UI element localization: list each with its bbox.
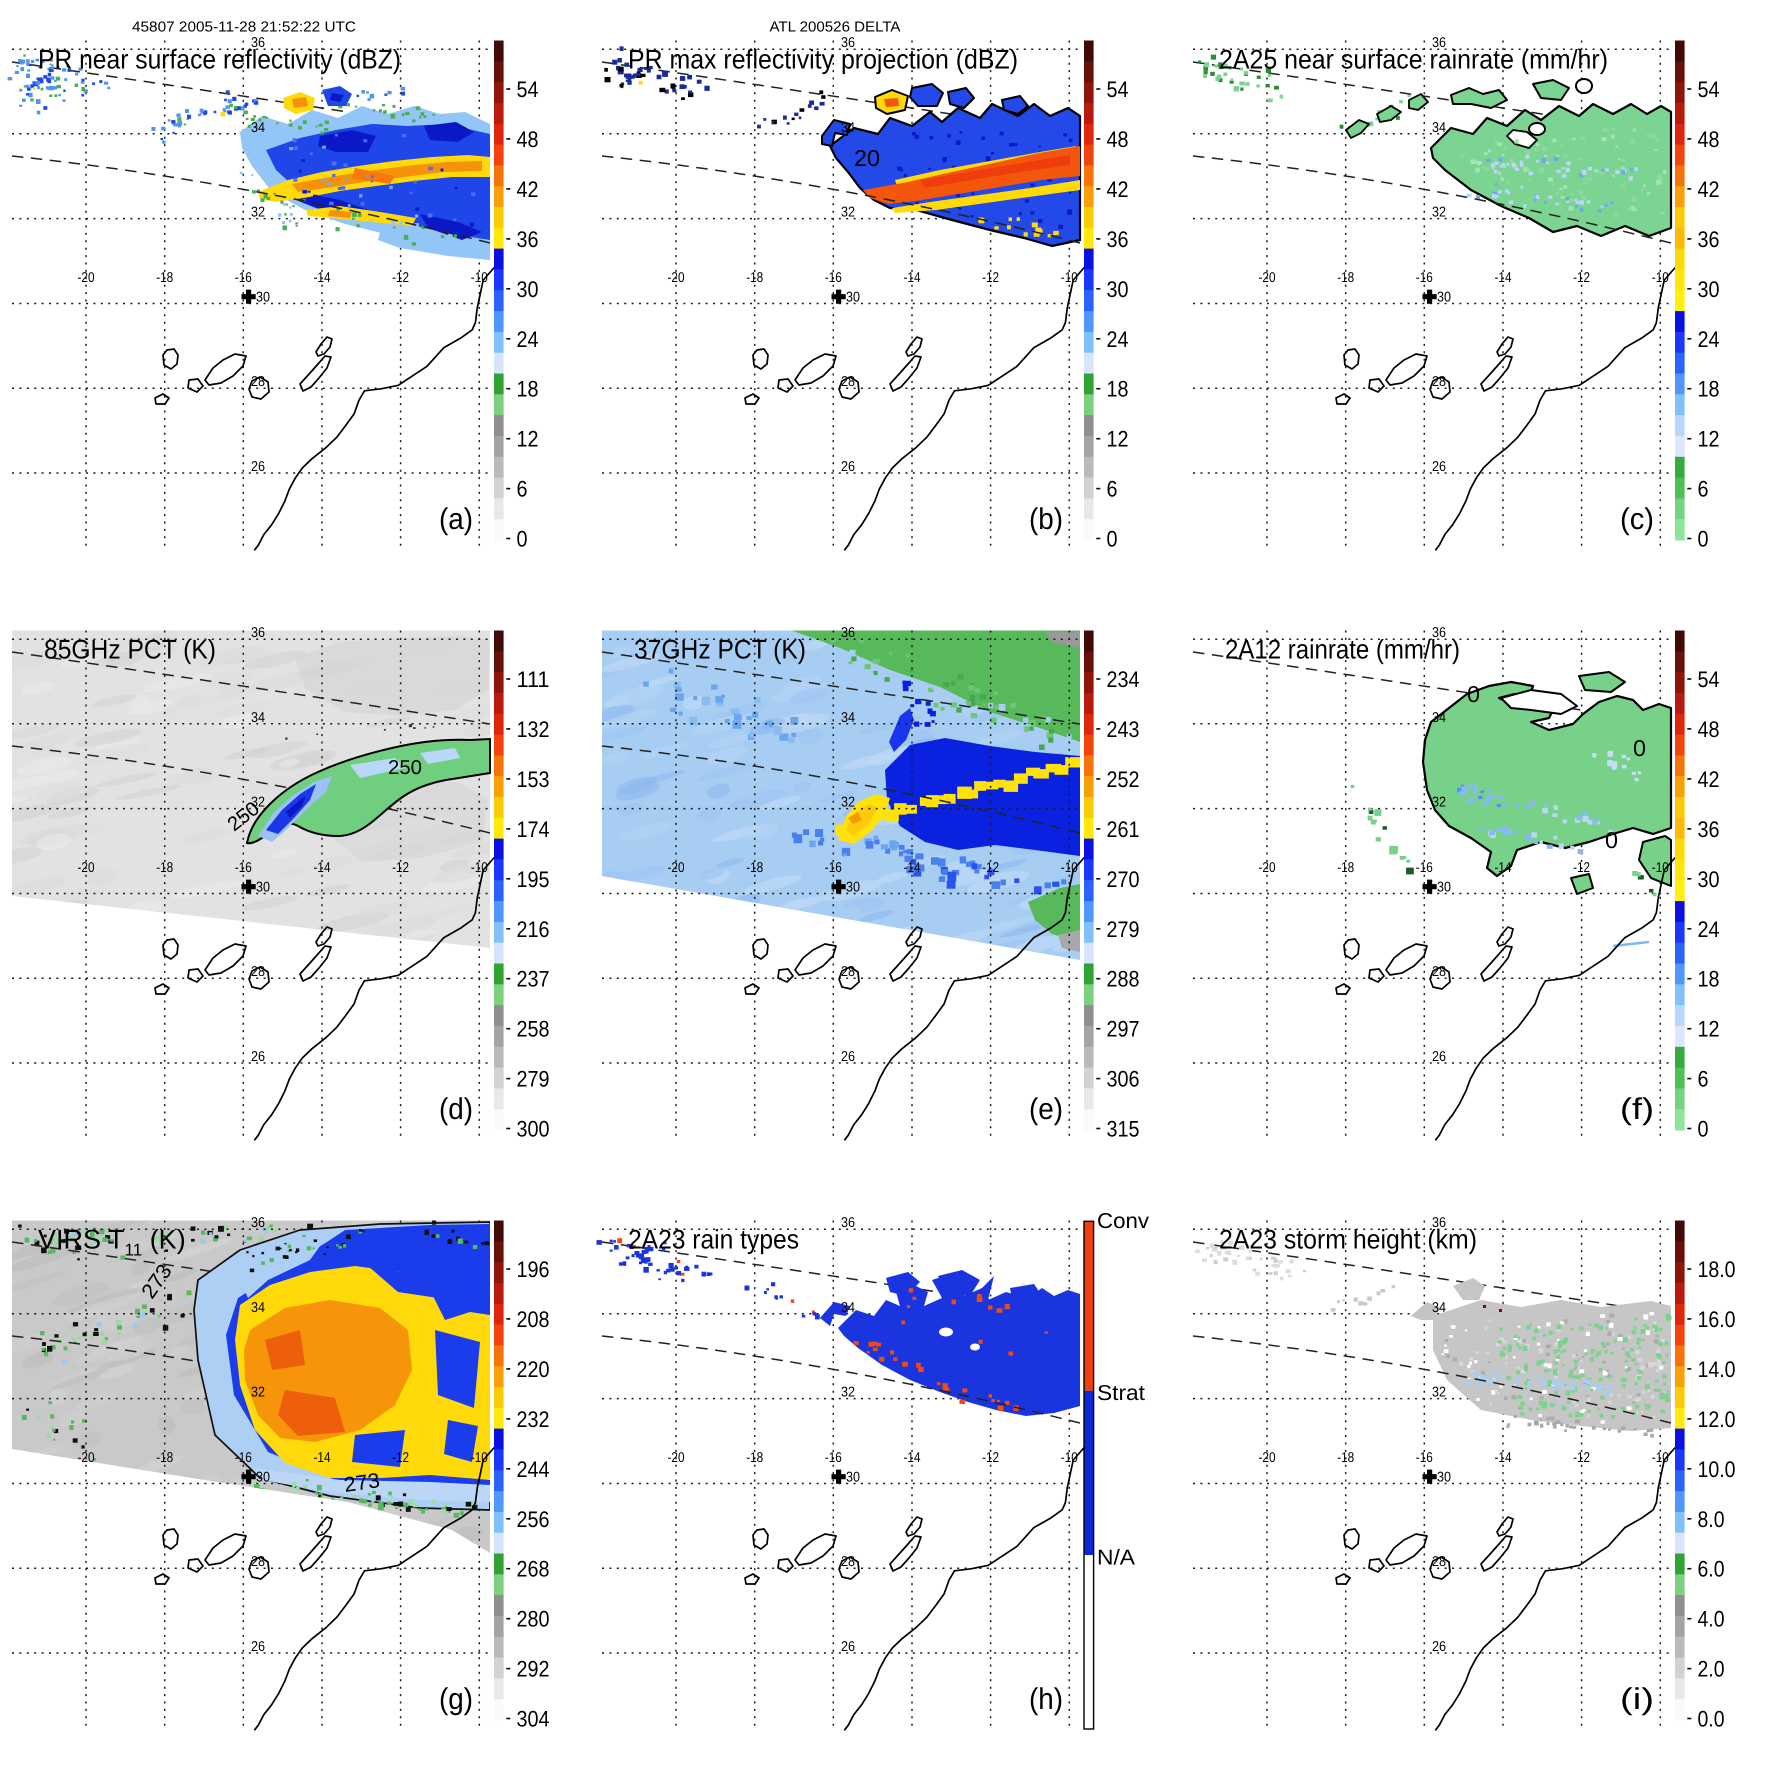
svg-text:0: 0 xyxy=(1467,681,1480,707)
svg-text:297: 297 xyxy=(1107,1017,1140,1042)
svg-text:ATL 200526 DELTA: ATL 200526 DELTA xyxy=(770,20,901,36)
svg-text:(h): (h) xyxy=(1029,1683,1063,1716)
svg-text:(e): (e) xyxy=(1029,1093,1063,1126)
svg-text:(d): (d) xyxy=(439,1093,473,1126)
svg-text:10.0: 10.0 xyxy=(1698,1457,1736,1482)
svg-text:306: 306 xyxy=(1107,1067,1140,1092)
svg-text:4.0: 4.0 xyxy=(1698,1607,1725,1632)
svg-text:12.0: 12.0 xyxy=(1698,1407,1736,1432)
svg-text:(i): (i) xyxy=(1620,1683,1654,1716)
svg-text:132: 132 xyxy=(517,717,550,742)
svg-text:208: 208 xyxy=(517,1307,550,1332)
svg-text:244: 244 xyxy=(517,1457,550,1482)
svg-text:2A23 rain types: 2A23 rain types xyxy=(628,1225,799,1255)
svg-text:PR near surface reflectivity (: PR near surface reflectivity (dBZ) xyxy=(38,45,401,75)
svg-text:273: 273 xyxy=(342,1469,381,1497)
svg-text:315: 315 xyxy=(1107,1117,1140,1142)
svg-text:196: 196 xyxy=(517,1257,550,1282)
svg-text:Strat: Strat xyxy=(1097,1381,1145,1405)
svg-text:216: 216 xyxy=(517,917,550,942)
svg-text:0: 0 xyxy=(1633,735,1646,761)
svg-text:304: 304 xyxy=(517,1707,550,1732)
svg-text:(a): (a) xyxy=(439,503,473,536)
svg-text:153: 153 xyxy=(517,767,550,792)
svg-text:268: 268 xyxy=(517,1557,550,1582)
svg-text:2A23 storm height (km): 2A23 storm height (km) xyxy=(1219,1225,1477,1255)
svg-text:279: 279 xyxy=(1107,917,1140,942)
svg-text:Conv: Conv xyxy=(1097,1209,1149,1233)
svg-text:20: 20 xyxy=(854,145,880,171)
svg-text:256: 256 xyxy=(517,1507,550,1532)
svg-text:250: 250 xyxy=(388,757,422,779)
svg-text:(f): (f) xyxy=(1620,1093,1654,1126)
svg-text:234: 234 xyxy=(1107,667,1140,692)
svg-text:288: 288 xyxy=(1107,967,1140,992)
svg-text:195: 195 xyxy=(517,867,550,892)
svg-text:18.0: 18.0 xyxy=(1698,1257,1736,1282)
svg-text:16.0: 16.0 xyxy=(1698,1307,1736,1332)
svg-text:243: 243 xyxy=(1107,717,1140,742)
svg-text:232: 232 xyxy=(517,1407,550,1432)
svg-text:(c): (c) xyxy=(1620,503,1654,536)
svg-text:237: 237 xyxy=(517,967,550,992)
svg-text:220: 220 xyxy=(517,1357,550,1382)
svg-text:292: 292 xyxy=(517,1657,550,1682)
svg-text:(b): (b) xyxy=(1029,503,1063,536)
svg-text:N/A: N/A xyxy=(1097,1546,1136,1570)
svg-text:PR max reflectivity projection: PR max reflectivity projection (dBZ) xyxy=(628,45,1018,75)
svg-text:300: 300 xyxy=(517,1117,550,1142)
svg-text:111: 111 xyxy=(517,667,550,692)
svg-text:2A12 rainrate (mm/hr): 2A12 rainrate (mm/hr) xyxy=(1225,635,1460,665)
svg-text:270: 270 xyxy=(1107,867,1140,892)
svg-text:2A25 near surface rainrate (mm: 2A25 near surface rainrate (mm/hr) xyxy=(1219,45,1608,75)
svg-text:6.0: 6.0 xyxy=(1698,1557,1725,1582)
svg-text:0.0: 0.0 xyxy=(1698,1707,1725,1732)
svg-text:8.0: 8.0 xyxy=(1698,1507,1725,1532)
svg-text:0: 0 xyxy=(1605,827,1618,853)
svg-text:252: 252 xyxy=(1107,767,1140,792)
svg-text:14.0: 14.0 xyxy=(1698,1357,1736,1382)
svg-text:45807 2005-11-28 21:52:22 UTC: 45807 2005-11-28 21:52:22 UTC xyxy=(132,20,356,36)
svg-text:2.0: 2.0 xyxy=(1698,1657,1725,1682)
svg-text:37GHz PCT (K): 37GHz PCT (K) xyxy=(634,635,806,665)
svg-text:85GHz PCT (K): 85GHz PCT (K) xyxy=(44,635,216,665)
svg-text:261: 261 xyxy=(1107,817,1140,842)
svg-text:279: 279 xyxy=(517,1067,550,1092)
svg-text:280: 280 xyxy=(517,1607,550,1632)
svg-text:VIRS T11 (K): VIRS T11 (K) xyxy=(38,1225,186,1260)
svg-text:(g): (g) xyxy=(439,1683,473,1716)
svg-text:174: 174 xyxy=(517,817,550,842)
svg-text:258: 258 xyxy=(517,1017,550,1042)
